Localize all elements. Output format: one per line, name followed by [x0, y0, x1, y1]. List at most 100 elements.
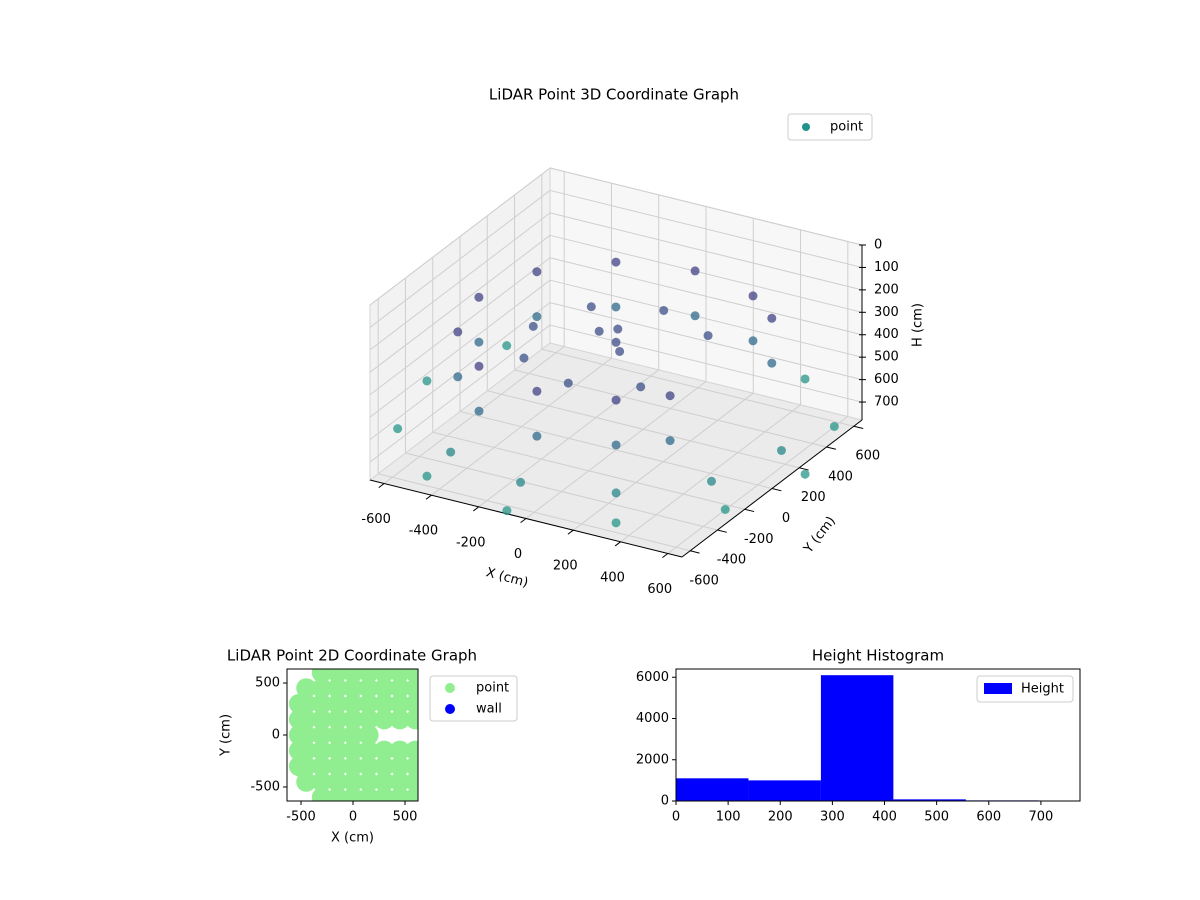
y-tick-label: -500	[250, 779, 280, 794]
grid-line	[432, 431, 745, 510]
tick-mark	[567, 529, 574, 535]
point	[707, 476, 717, 486]
point	[311, 669, 332, 683]
point	[474, 292, 484, 302]
point	[327, 693, 348, 714]
point	[343, 725, 364, 745]
point	[327, 787, 348, 801]
legend-box	[787, 113, 873, 141]
point	[665, 391, 675, 401]
tick-mark	[614, 541, 621, 547]
x-tick-label: 400	[600, 570, 625, 585]
z-axis-label: H (cm)	[911, 303, 926, 347]
point	[311, 787, 332, 801]
tick-mark	[799, 467, 809, 471]
grid-line	[369, 167, 551, 306]
legend-label: point	[830, 120, 863, 135]
point	[296, 709, 317, 730]
bar	[820, 675, 894, 801]
x-tick-label: 0	[672, 810, 680, 825]
tick-mark	[826, 446, 837, 450]
point	[611, 395, 621, 405]
x-axis-label: X (cm)	[484, 565, 529, 591]
y-tick-label: -600	[689, 573, 719, 588]
grid-line	[549, 167, 863, 246]
grid-line	[369, 212, 551, 351]
x-tick-label: -600	[361, 512, 391, 527]
point	[532, 267, 542, 277]
point	[389, 709, 410, 730]
z-tick-label: 100	[874, 260, 899, 275]
point	[343, 740, 364, 761]
point	[720, 505, 730, 515]
x-tick-label: 500	[924, 810, 949, 825]
point	[374, 740, 395, 761]
point	[474, 361, 484, 371]
x-tick-label: 600	[647, 582, 672, 597]
legend-marker	[802, 123, 810, 131]
point	[611, 440, 621, 450]
grid-line	[541, 348, 854, 427]
point	[327, 725, 348, 745]
point	[358, 678, 379, 699]
legend-box	[976, 675, 1074, 703]
point	[311, 693, 332, 714]
grid-line	[369, 279, 551, 418]
grid-line	[549, 234, 863, 313]
point	[296, 756, 317, 777]
point	[422, 376, 432, 386]
point	[358, 740, 379, 761]
point	[374, 678, 395, 699]
point	[611, 337, 621, 347]
y-tick-label: 500	[255, 676, 280, 691]
tick-mark	[717, 529, 727, 533]
chart-2d: LiDAR Point 2D Coordinate Graph point wal…	[219, 647, 518, 846]
x-tick-label: 100	[716, 810, 741, 825]
grid-line	[549, 279, 863, 358]
point	[389, 756, 410, 777]
x-axis-line	[369, 479, 683, 558]
tick-mark	[662, 553, 669, 559]
grid-line	[369, 257, 551, 396]
point	[519, 353, 529, 363]
point	[611, 488, 621, 498]
point	[374, 771, 395, 792]
point	[422, 471, 432, 481]
y-tick-label: 200	[801, 490, 826, 505]
point	[690, 311, 700, 321]
point	[615, 346, 625, 356]
point	[636, 382, 646, 392]
bar	[748, 780, 821, 801]
point	[311, 771, 332, 792]
point	[343, 669, 364, 683]
y-tick-label: -200	[744, 532, 774, 547]
point	[374, 756, 395, 777]
point	[502, 506, 512, 516]
z-tick-label: 500	[874, 350, 899, 365]
point	[800, 374, 810, 384]
point	[327, 709, 348, 730]
tick-mark	[771, 488, 782, 492]
z-tick-label: 200	[874, 282, 899, 297]
point	[528, 321, 538, 331]
point	[767, 358, 777, 368]
point	[327, 771, 348, 792]
legend-label: point	[476, 681, 509, 696]
x-tick-label: 200	[553, 559, 578, 574]
grid-line	[369, 234, 551, 373]
x-tick-label: 600	[976, 810, 1001, 825]
point	[690, 266, 700, 276]
grid-line	[549, 302, 863, 381]
point	[474, 406, 484, 416]
y-tick-label: 0	[661, 794, 669, 809]
bar	[893, 799, 966, 801]
point	[405, 678, 418, 699]
point	[374, 693, 395, 714]
x-axis-label: X (cm)	[331, 831, 374, 846]
point	[405, 740, 418, 761]
point	[829, 421, 839, 431]
point	[703, 331, 713, 341]
y-axis-line	[681, 419, 863, 558]
x-tick-label: -400	[409, 524, 439, 539]
